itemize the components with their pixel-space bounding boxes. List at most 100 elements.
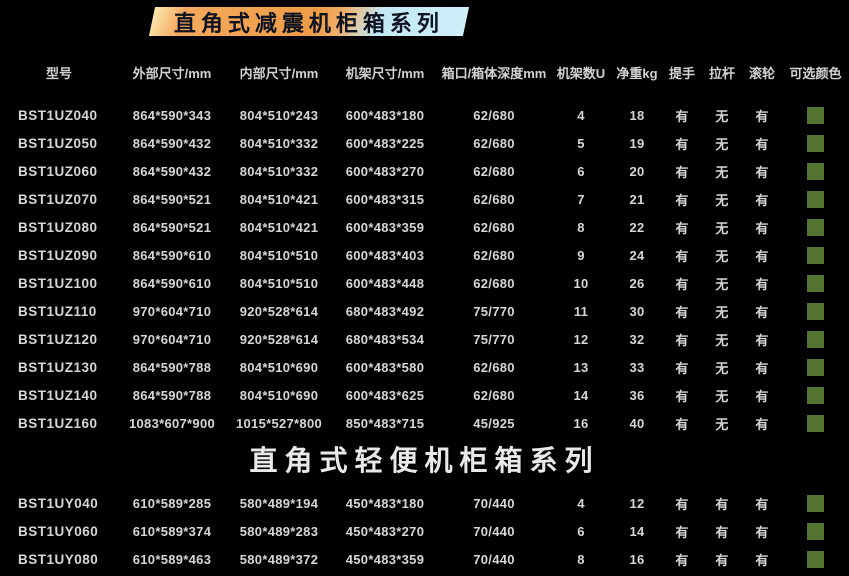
- cell-model: BST1UZ040: [18, 107, 98, 123]
- table-row: BST1UZ090 864*590*610 804*510*510 600*483*4…: [0, 241, 849, 269]
- cell-inner_size: 580*489*283: [239, 523, 319, 539]
- color-swatch: [807, 358, 824, 376]
- cell-trolley: 无: [715, 276, 729, 292]
- cell-handle: 有: [675, 332, 689, 348]
- header-rack_units: 机架数U: [556, 65, 606, 81]
- header-inner_size: 内部尺寸/mm: [239, 65, 319, 81]
- cell-handle: 有: [675, 496, 689, 512]
- cell-rack_size: 450*483*359: [345, 551, 425, 567]
- cell-model: BST1UZ110: [18, 303, 97, 319]
- color-swatch: [807, 550, 824, 568]
- header-trolley: 拉杆: [708, 65, 735, 81]
- cell-color_options: [782, 358, 849, 376]
- color-swatch: [807, 302, 824, 320]
- cell-rack_size: 680*483*534: [345, 331, 425, 347]
- header-net_weight: 净重kg: [616, 65, 658, 81]
- cell-color_options: [782, 414, 849, 432]
- cell-wheels: 有: [755, 164, 769, 180]
- color-swatch: [807, 218, 824, 236]
- cell-lid_body_depth: 62/680: [473, 359, 515, 375]
- cell-wheels: 有: [755, 108, 769, 124]
- cell-rack_units: 16: [573, 415, 589, 431]
- cell-wheels: 有: [755, 136, 769, 152]
- cell-net_weight: 22: [629, 219, 645, 235]
- section1-title: 直角式减震机柜箱系列: [173, 10, 444, 36]
- cell-lid_body_depth: 62/680: [473, 107, 515, 123]
- cell-model: BST1UZ140: [18, 387, 98, 403]
- cell-trolley: 无: [715, 108, 729, 124]
- color-swatch: [807, 246, 824, 264]
- cell-inner_size: 920*528*614: [239, 303, 319, 319]
- cell-trolley: 无: [715, 360, 729, 376]
- cell-model: BST1UZ080: [18, 219, 98, 235]
- cell-net_weight: 19: [629, 135, 645, 151]
- cell-outer_size: 864*590*432: [132, 135, 212, 151]
- cell-wheels: 有: [755, 552, 769, 568]
- cell-lid_body_depth: 70/440: [473, 523, 515, 539]
- table-row: BST1UZ070 864*590*521 804*510*421 600*483*3…: [0, 185, 849, 213]
- cell-outer_size: 610*589*463: [132, 551, 212, 567]
- cell-rack_units: 8: [577, 219, 585, 235]
- cell-handle: 有: [675, 524, 689, 540]
- cell-model: BST1UY060: [18, 523, 99, 539]
- header-handle: 提手: [668, 65, 695, 81]
- cell-rack_size: 450*483*180: [345, 495, 425, 511]
- header-rack_size: 机架尺寸/mm: [345, 65, 425, 81]
- color-swatch: [807, 162, 824, 180]
- section1-title-banner: 直角式减震机柜箱系列: [148, 7, 470, 36]
- cell-color_options: [782, 106, 849, 124]
- cell-lid_body_depth: 45/925: [473, 415, 515, 431]
- cell-handle: 有: [675, 304, 689, 320]
- cell-lid_body_depth: 62/680: [473, 247, 515, 263]
- cell-inner_size: 804*510*510: [239, 275, 319, 291]
- color-swatch: [807, 274, 824, 292]
- cell-rack_size: 600*483*448: [345, 275, 425, 291]
- cell-net_weight: 32: [629, 331, 645, 347]
- header-wheels: 滚轮: [748, 65, 775, 81]
- cell-handle: 有: [675, 192, 689, 208]
- cell-model: BST1UY040: [18, 495, 99, 511]
- color-swatch: [807, 134, 824, 152]
- table-row: BST1UZ080 864*590*521 804*510*421 600*483*3…: [0, 213, 849, 241]
- cell-outer_size: 864*590*521: [132, 191, 212, 207]
- table-row: BST1UY040 610*589*285 580*489*194 450*483*1…: [0, 489, 849, 517]
- cell-outer_size: 864*590*521: [132, 219, 212, 235]
- cell-trolley: 无: [715, 248, 729, 264]
- cell-lid_body_depth: 62/680: [473, 219, 515, 235]
- color-swatch: [807, 106, 824, 124]
- cell-color_options: [782, 494, 849, 512]
- cell-color_options: [782, 302, 849, 320]
- cell-outer_size: 864*590*788: [132, 387, 212, 403]
- cell-color_options: [782, 162, 849, 180]
- cell-rack_units: 10: [573, 275, 589, 291]
- cell-model: BST1UZ160: [18, 415, 98, 431]
- cell-color_options: [782, 522, 849, 540]
- cell-lid_body_depth: 62/680: [473, 135, 515, 151]
- cell-outer_size: 1083*607*900: [128, 415, 216, 431]
- cell-net_weight: 26: [629, 275, 645, 291]
- cell-rack_units: 9: [577, 247, 585, 263]
- cell-inner_size: 580*489*194: [239, 495, 319, 511]
- cell-rack_units: 14: [573, 387, 589, 403]
- cell-rack_size: 600*483*359: [345, 219, 425, 235]
- cell-rack_units: 7: [577, 191, 585, 207]
- cell-lid_body_depth: 75/770: [473, 331, 515, 347]
- cell-lid_body_depth: 62/680: [473, 387, 515, 403]
- cell-net_weight: 36: [629, 387, 645, 403]
- cell-trolley: 无: [715, 388, 729, 404]
- cell-inner_size: 804*510*332: [239, 163, 319, 179]
- color-swatch: [807, 330, 824, 348]
- cell-lid_body_depth: 75/770: [473, 303, 515, 319]
- cell-model: BST1UZ070: [18, 191, 98, 207]
- cell-wheels: 有: [755, 496, 769, 512]
- header-lid_body_depth: 箱口/箱体深度mm: [441, 65, 547, 81]
- cell-rack_size: 850*483*715: [345, 415, 425, 431]
- cell-outer_size: 864*590*432: [132, 163, 212, 179]
- cell-rack_size: 600*483*580: [345, 359, 425, 375]
- table-row: BST1UZ050 864*590*432 804*510*332 600*483*2…: [0, 129, 849, 157]
- header-outer_size: 外部尺寸/mm: [132, 65, 212, 81]
- cell-color_options: [782, 134, 849, 152]
- cell-outer_size: 970*604*710: [132, 303, 212, 319]
- cell-trolley: 无: [715, 220, 729, 236]
- cell-rack_units: 6: [577, 163, 585, 179]
